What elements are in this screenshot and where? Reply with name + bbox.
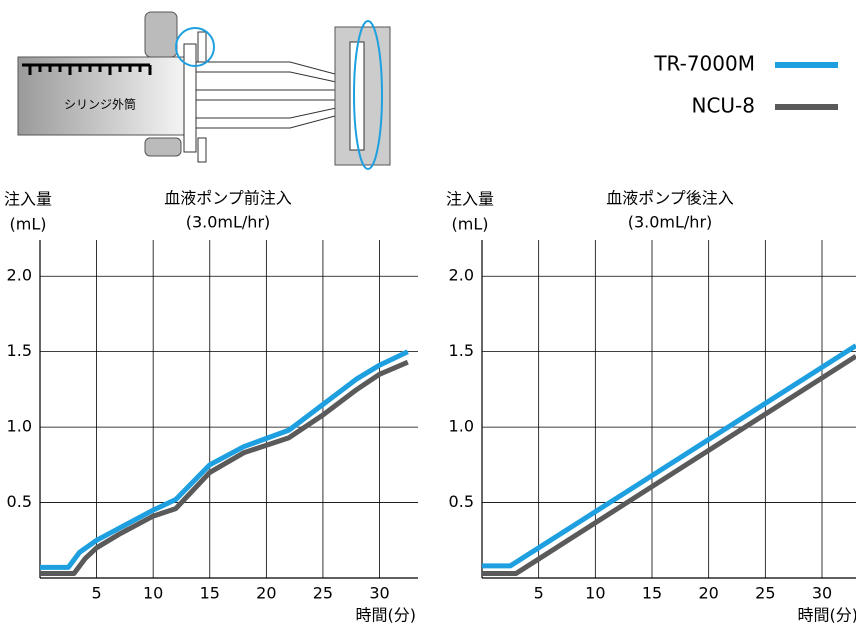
chart-subtitle: (3.0mL/hr) (628, 213, 713, 232)
y-axis-label: 注入量 (4, 190, 52, 209)
x-tick-label: 25 (313, 584, 333, 603)
x-tick-label: 20 (698, 584, 718, 603)
chart-subtitle: (3.0mL/hr) (186, 213, 271, 232)
x-tick-label: 5 (534, 584, 544, 603)
syringe-diagram: シリンジ外筒 (18, 12, 390, 169)
y-tick-label: 1.0 (449, 417, 474, 436)
x-tick-label: 15 (200, 584, 220, 603)
y-axis-label: 注入量 (446, 190, 494, 209)
y-tick-label: 0.5 (449, 492, 474, 511)
x-tick-label: 30 (812, 584, 832, 603)
x-tick-label: 25 (755, 584, 775, 603)
x-tick-label: 20 (256, 584, 276, 603)
x-tick-label: 10 (585, 584, 605, 603)
legend-label: TR-7000M (653, 52, 755, 76)
x-tick-label: 30 (369, 584, 389, 603)
y-axis-unit: (mL) (452, 215, 489, 234)
clamp (145, 138, 181, 156)
chart-title: 血液ポンプ後注入 (606, 189, 734, 208)
legend-label: NCU-8 (691, 94, 755, 118)
y-tick-label: 0.5 (7, 492, 32, 511)
chart-title: 血液ポンプ前注入 (164, 189, 292, 208)
barrel-label: シリンジ外筒 (64, 97, 136, 112)
legend: TR-7000M NCU-8 (653, 52, 838, 118)
plunger (198, 32, 206, 62)
y-tick-label: 2.0 (7, 266, 32, 285)
flange (184, 44, 196, 152)
x-tick-label: 5 (91, 584, 101, 603)
x-axis-label: 時間(分) (356, 606, 417, 625)
y-tick-label: 1.0 (7, 417, 32, 436)
x-tick-label: 10 (143, 584, 163, 603)
plunger (198, 138, 206, 162)
plunger-rod (196, 62, 350, 128)
y-tick-label: 1.5 (449, 341, 474, 360)
data-line (482, 346, 856, 566)
y-tick-label: 1.5 (7, 341, 32, 360)
x-axis-label: 時間(分) (798, 606, 856, 625)
data-line (40, 352, 408, 568)
figure: シリンジ外筒 TR-7000M NCU-8 5 10 15 20 25 30 0.5 1.0 1.… (0, 0, 856, 628)
y-tick-label: 2.0 (449, 266, 474, 285)
clamp (145, 12, 177, 57)
x-tick-label: 15 (642, 584, 662, 603)
y-axis-unit: (mL) (10, 215, 47, 234)
